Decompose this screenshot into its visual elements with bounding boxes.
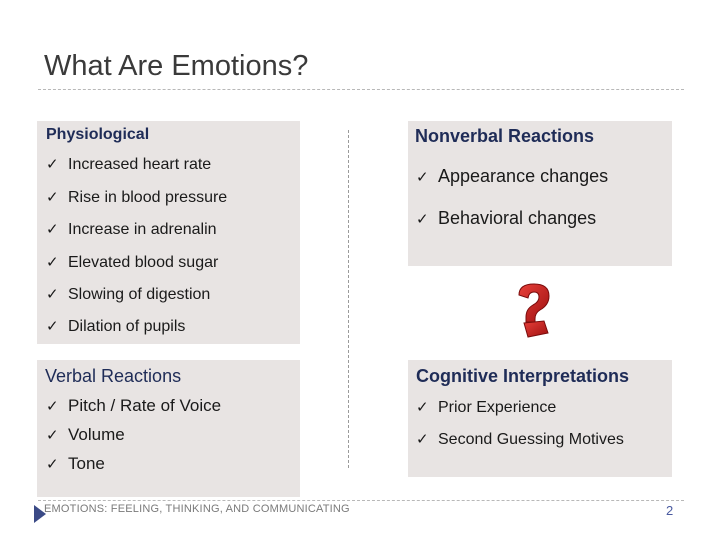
- list-item: ✓ Increased heart rate: [46, 155, 211, 174]
- checkmark-icon: ✓: [46, 456, 59, 473]
- list-item: ✓ Volume: [46, 425, 125, 445]
- checkmark-icon: ✓: [46, 427, 59, 444]
- checkmark-icon: ✓: [416, 169, 429, 186]
- list-item-label: Second Guessing Motives: [438, 431, 624, 448]
- list-item: ✓ Dilation of pupils: [46, 317, 185, 336]
- list-item-label: Increase in adrenalin: [68, 221, 217, 238]
- checkmark-icon: ✓: [416, 211, 429, 228]
- checkmark-icon: ✓: [46, 286, 59, 303]
- list-item: ✓ Behavioral changes: [416, 208, 596, 229]
- title-divider: [38, 89, 684, 90]
- list-item: ✓ Tone: [46, 454, 105, 474]
- list-item-label: Behavioral changes: [438, 208, 597, 228]
- list-item-label: Prior Experience: [438, 399, 557, 416]
- arrow-icon: [34, 505, 46, 523]
- list-item: ✓ Appearance changes: [416, 166, 608, 187]
- list-item-label: Increased heart rate: [68, 156, 212, 173]
- question-mark-icon: [518, 283, 550, 338]
- list-item-label: Rise in blood pressure: [68, 189, 228, 206]
- list-item-label: Volume: [68, 425, 125, 444]
- cognitive-panel: [408, 360, 672, 477]
- list-item: ✓ Increase in adrenalin: [46, 220, 217, 239]
- column-divider: [348, 130, 349, 468]
- cognitive-heading: Cognitive Interpretations: [416, 366, 630, 386]
- list-item-label: Appearance changes: [438, 166, 609, 186]
- checkmark-icon: ✓: [46, 254, 59, 271]
- checkmark-icon: ✓: [46, 398, 59, 415]
- list-item-label: Pitch / Rate of Voice: [68, 396, 222, 415]
- list-item: ✓ Prior Experience: [416, 398, 556, 417]
- list-item-label: Tone: [68, 454, 105, 473]
- slide-title: What Are Emotions?: [44, 50, 309, 82]
- list-item: ✓ Second Guessing Motives: [416, 430, 624, 449]
- page-number: 2: [666, 503, 674, 518]
- checkmark-icon: ✓: [416, 399, 429, 416]
- checkmark-icon: ✓: [416, 431, 429, 448]
- footer-divider: [38, 500, 684, 501]
- nonverbal-panel: [408, 121, 672, 266]
- checkmark-icon: ✓: [46, 156, 59, 173]
- verbal-heading: Verbal Reactions: [45, 366, 182, 386]
- list-item: ✓ Slowing of digestion: [46, 285, 210, 304]
- checkmark-icon: ✓: [46, 189, 59, 206]
- checkmark-icon: ✓: [46, 318, 59, 335]
- list-item-label: Dilation of pupils: [68, 318, 186, 335]
- list-item-label: Elevated blood sugar: [68, 254, 219, 271]
- footer-text: EMOTIONS: FEELING, THINKING, AND COMMUNI…: [44, 503, 350, 515]
- verbal-panel: [37, 360, 300, 497]
- list-item: ✓ Pitch / Rate of Voice: [46, 396, 221, 416]
- list-item: ✓ Rise in blood pressure: [46, 188, 227, 207]
- list-item-label: Slowing of digestion: [68, 286, 211, 303]
- nonverbal-heading: Nonverbal Reactions: [415, 126, 595, 146]
- physiological-heading: Physiological: [46, 126, 150, 143]
- checkmark-icon: ✓: [46, 221, 59, 238]
- physiological-panel: [37, 121, 300, 344]
- list-item: ✓ Elevated blood sugar: [46, 253, 218, 272]
